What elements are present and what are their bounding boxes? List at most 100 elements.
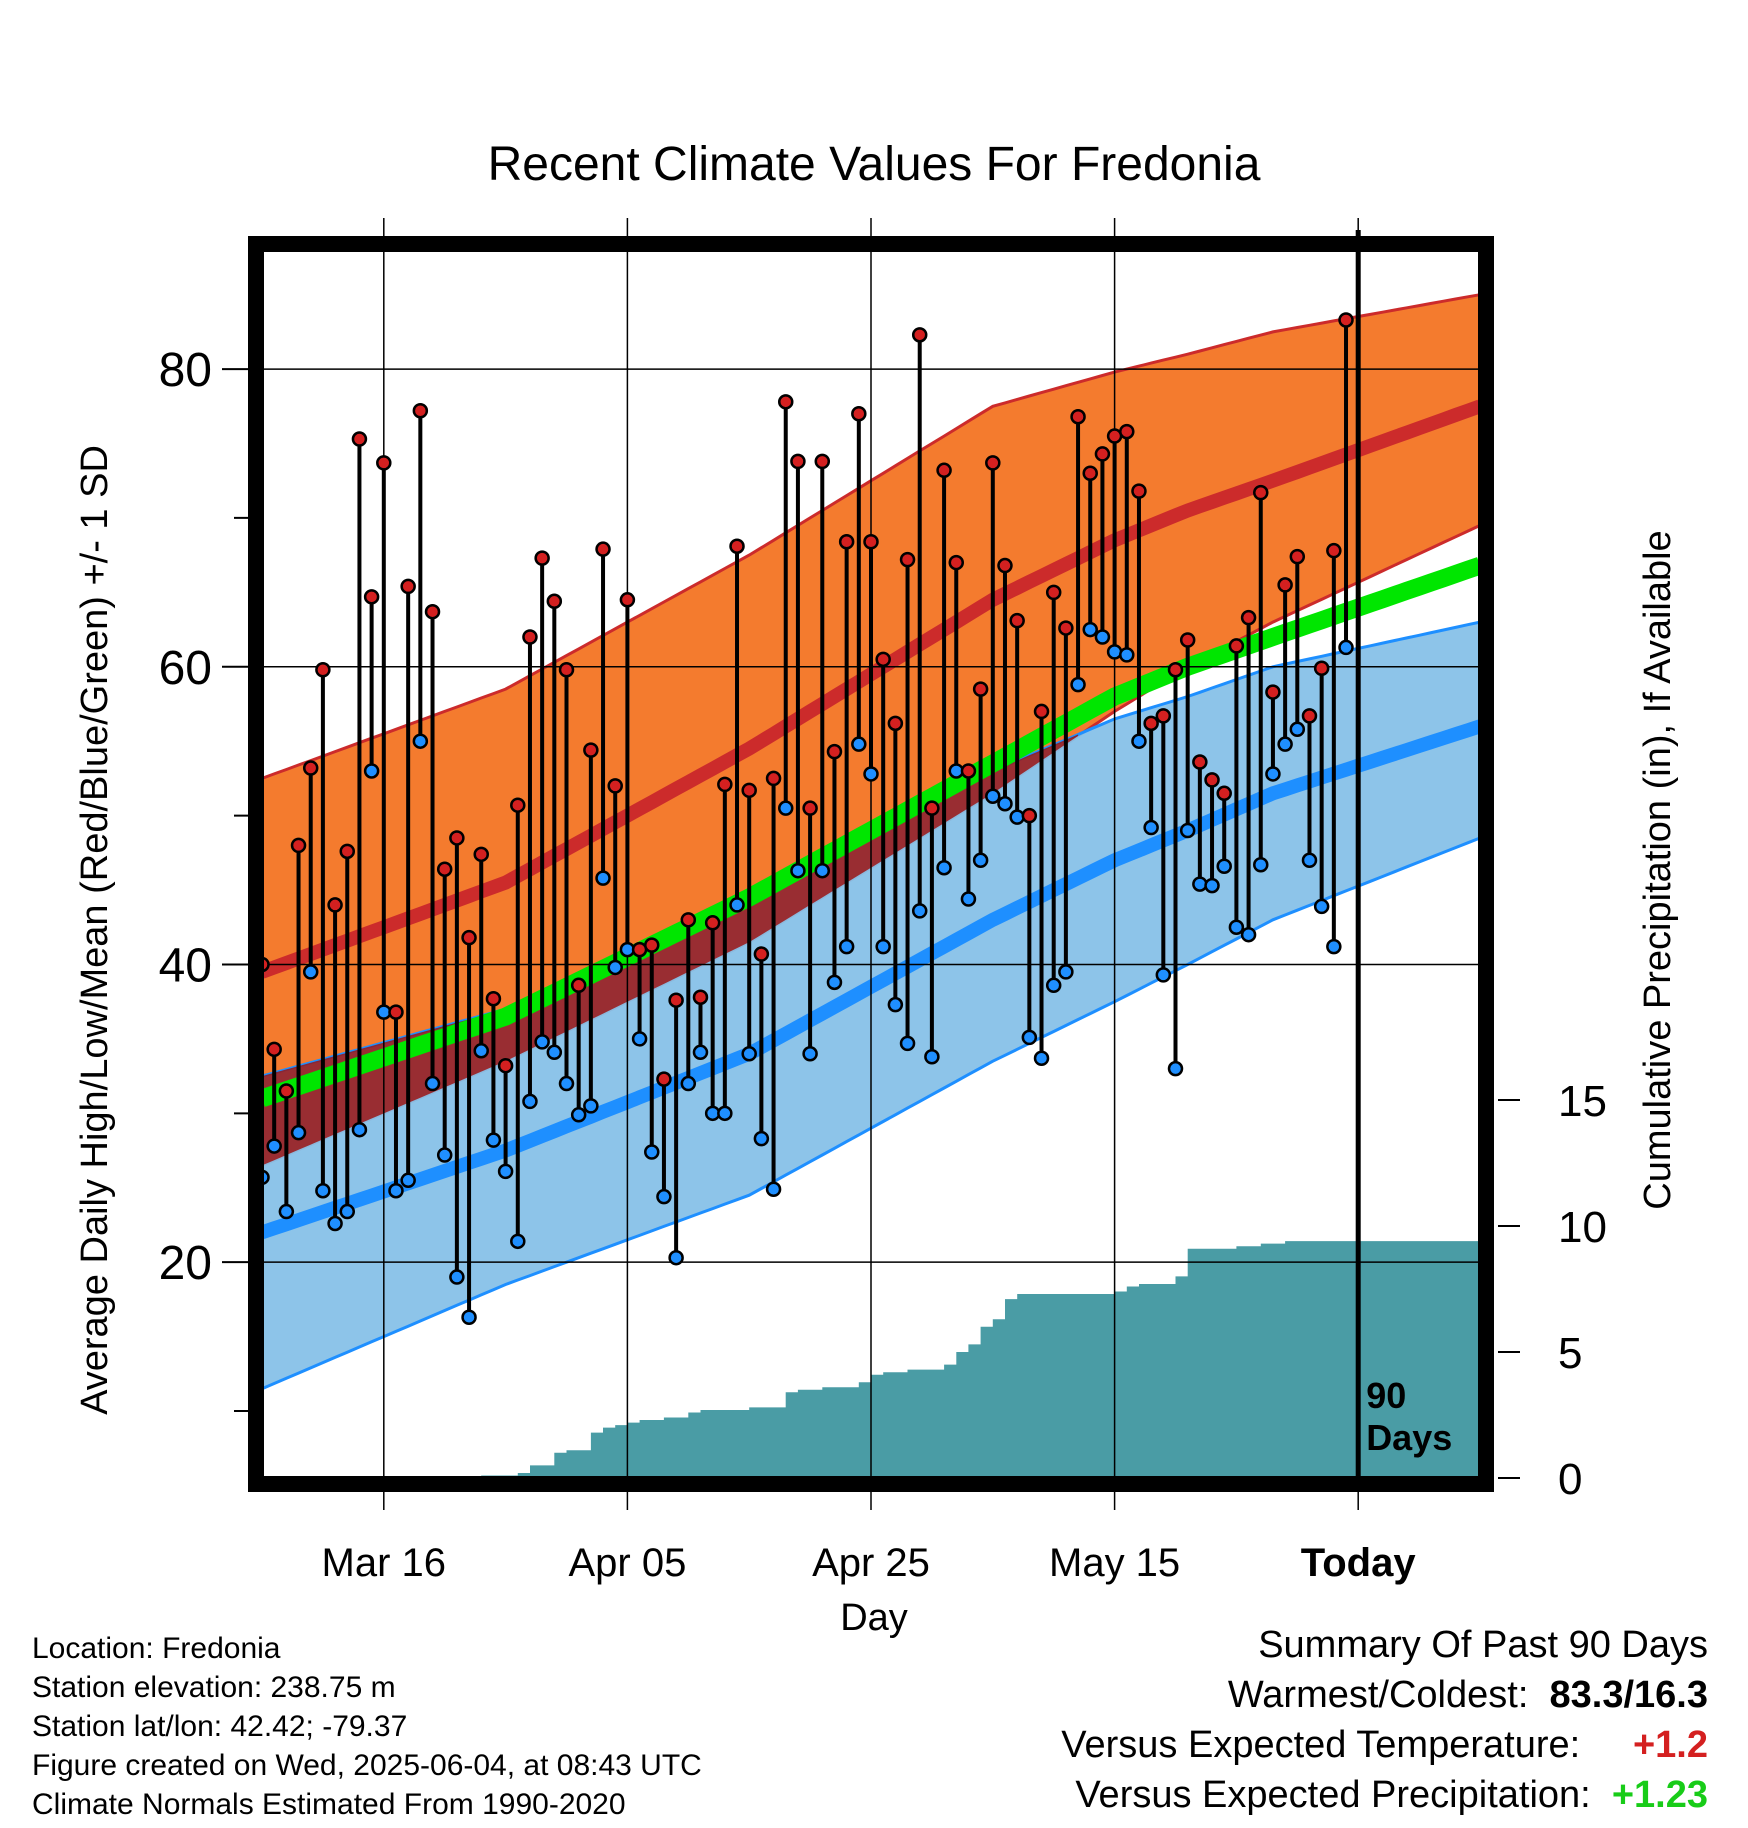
high-temp-point: [473, 846, 489, 863]
high-temp-point: [753, 946, 770, 962]
high-temp-point: [558, 662, 575, 678]
low-temp-point: [1253, 856, 1269, 873]
high-temp-point: [814, 453, 831, 470]
high-temp-point: [790, 453, 806, 470]
high-temp-point: [1045, 584, 1062, 601]
low-temp-point: [1326, 938, 1342, 955]
summary-temp: Versus Expected Temperature: +1.2: [1061, 1720, 1708, 1770]
low-temp-point: [960, 891, 977, 907]
temp-label: Versus Expected Temperature:: [1061, 1724, 1581, 1766]
high-temp-point: [1131, 483, 1147, 499]
high-temp-point: [510, 797, 526, 813]
x-axis-label: Day: [840, 1597, 908, 1639]
high-temp-point: [449, 830, 465, 846]
high-temp-point: [1058, 620, 1074, 636]
high-temp-point: [1277, 577, 1293, 593]
low-temp-point: [826, 974, 843, 991]
x-tick-label: Today: [1301, 1541, 1417, 1585]
low-temp-point: [302, 964, 319, 980]
high-temp-point: [327, 897, 343, 913]
high-temp-point: [863, 533, 879, 550]
low-temp-point: [510, 1233, 526, 1250]
high-temp-point: [887, 715, 904, 732]
low-temp-point: [607, 959, 623, 976]
low-temp-point: [1143, 819, 1159, 836]
high-temp-point: [607, 778, 623, 794]
latlon-text: Station lat/lon: 42.42; -79.37: [32, 1710, 408, 1743]
low-temp-point: [814, 862, 831, 879]
high-temp-point: [1082, 465, 1098, 482]
low-temp-point: [1265, 766, 1281, 782]
low-temp-point: [461, 1309, 477, 1325]
created-text: Figure created on Wed, 2025-06-04, at 08…: [32, 1749, 702, 1782]
high-temp-point: [960, 763, 977, 779]
low-temp-point: [1033, 1050, 1050, 1066]
x-tick-label: Apr 25: [812, 1541, 930, 1585]
high-temp-point: [1204, 772, 1220, 788]
low-temp-point: [1131, 733, 1147, 749]
y2-tick-label: 0: [1558, 1455, 1582, 1504]
high-temp-point: [583, 742, 599, 758]
high-temp-point: [1216, 785, 1232, 802]
high-temp-point: [351, 431, 368, 447]
high-temp-point: [412, 403, 429, 419]
x-tick-label: Mar 16: [322, 1541, 447, 1585]
high-temp-point: [1009, 612, 1025, 629]
low-temp-point: [1216, 858, 1232, 874]
high-temp-point: [765, 770, 782, 787]
summary-precip: Versus Expected Precipitation: +1.23: [1061, 1770, 1708, 1820]
y-tick-label: 80: [159, 344, 212, 397]
high-temp-point: [985, 455, 1001, 471]
y-tick-label: 20: [159, 1237, 212, 1290]
high-temp-point: [741, 782, 757, 799]
low-temp-point: [790, 862, 806, 879]
low-temp-point: [1204, 877, 1220, 894]
high-temp-point: [266, 1041, 282, 1058]
high-temp-point: [278, 1083, 295, 1099]
low-temp-point: [936, 859, 952, 876]
high-temp-point: [668, 992, 684, 1008]
elevation-text: Station elevation: 238.75 m: [32, 1671, 396, 1704]
high-temp-point: [376, 455, 392, 471]
low-temp-point: [1228, 919, 1245, 936]
low-temp-point: [1119, 647, 1135, 663]
low-temp-point: [290, 1124, 307, 1141]
normals-text: Climate Normals Estimated From 1990-2020: [32, 1788, 626, 1821]
today-days-label: Days: [1366, 1417, 1452, 1458]
low-temp-point: [595, 870, 611, 886]
high-temp-point: [899, 551, 916, 568]
high-temp-point: [302, 760, 319, 776]
high-temp-point: [1094, 446, 1111, 462]
station-info: Location: Fredonia Station elevation: 23…: [32, 1629, 702, 1824]
low-temp-point: [1094, 629, 1111, 645]
high-temp-point: [875, 651, 891, 668]
low-temp-point: [1192, 876, 1208, 892]
today-days-number: 90: [1366, 1375, 1406, 1416]
low-temp-point: [741, 1046, 757, 1062]
low-temp-point: [851, 736, 867, 752]
high-temp-point: [851, 405, 867, 422]
low-temp-point: [692, 1044, 709, 1061]
high-temp-point: [388, 1004, 404, 1020]
high-temp-point: [485, 990, 502, 1007]
high-temp-point: [570, 977, 587, 994]
low-temp-point: [558, 1075, 575, 1092]
location-text: Location: Fredonia: [32, 1632, 281, 1665]
temp-value: +1.2: [1632, 1724, 1708, 1766]
low-temp-point: [1313, 898, 1330, 915]
y2-tick-label: 15: [1558, 1077, 1607, 1126]
low-temp-point: [278, 1203, 295, 1220]
low-temp-point: [497, 1163, 514, 1180]
y2-tick-label: 5: [1558, 1329, 1582, 1378]
low-temp-point: [570, 1107, 587, 1123]
precip-label: Versus Expected Precipitation:: [1075, 1774, 1591, 1816]
high-temp-point: [1228, 638, 1245, 654]
low-temp-point: [729, 897, 745, 913]
low-temp-point: [838, 938, 855, 955]
high-temp-point: [1326, 542, 1342, 559]
low-temp-point: [534, 1034, 550, 1050]
low-temp-point: [339, 1203, 356, 1220]
high-temp-point: [1301, 708, 1318, 724]
high-temp-point: [692, 989, 709, 1005]
high-temp-point: [1070, 408, 1086, 425]
